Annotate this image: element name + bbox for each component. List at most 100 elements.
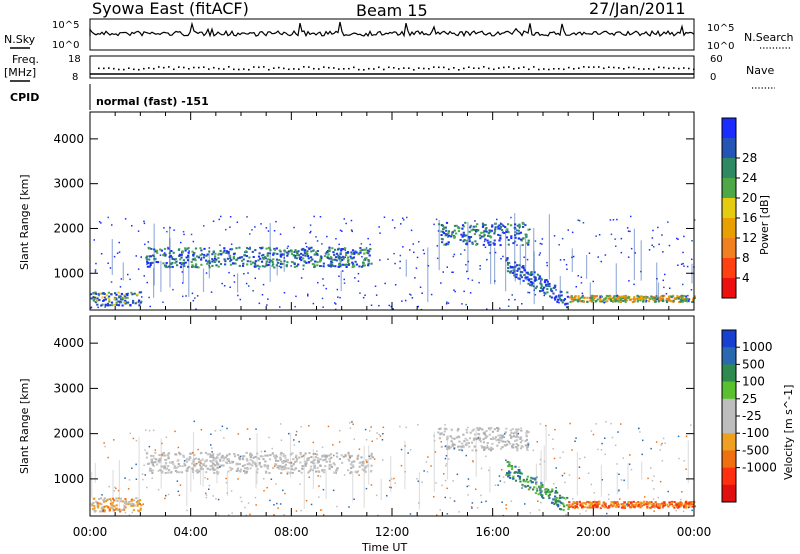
data-cell — [318, 260, 321, 263]
data-cell — [171, 256, 174, 259]
data-cell — [341, 263, 344, 266]
data-cell — [517, 268, 520, 271]
data-cell — [507, 472, 510, 475]
data-cell — [367, 264, 370, 267]
data-cell — [188, 250, 190, 252]
data-cell — [445, 229, 448, 232]
data-cell — [517, 237, 520, 240]
data-cell — [101, 506, 104, 509]
data-cell — [191, 264, 194, 267]
data-cell — [308, 452, 311, 454]
data-cell — [208, 250, 211, 253]
data-cell — [363, 252, 366, 255]
data-cell — [174, 470, 178, 472]
data-cell — [590, 483, 592, 486]
data-cell — [310, 250, 313, 253]
data-cell — [319, 458, 322, 461]
data-cell — [568, 474, 571, 476]
data-cell — [200, 257, 203, 259]
data-cell — [693, 219, 696, 221]
data-cell — [351, 230, 353, 233]
data-cell — [474, 240, 477, 243]
data-cell — [319, 257, 322, 260]
data-cell — [263, 256, 267, 259]
data-cell — [193, 257, 196, 260]
data-cell — [517, 470, 521, 473]
data-cell — [448, 234, 451, 237]
data-cell — [149, 255, 151, 258]
data-cell — [100, 253, 103, 255]
data-cell — [527, 278, 531, 281]
data-cell — [237, 433, 240, 435]
data-cell — [226, 458, 229, 461]
nave-point — [278, 66, 280, 69]
data-cell — [481, 222, 484, 225]
data-cell — [529, 512, 532, 514]
data-cell — [524, 480, 527, 483]
data-cell — [212, 459, 214, 461]
data-cell — [548, 493, 551, 496]
data-cell — [654, 507, 656, 509]
data-cell — [236, 258, 239, 261]
freq-label: Freq. — [12, 53, 39, 66]
data-cell — [473, 437, 476, 440]
data-cell — [590, 506, 593, 509]
data-cell — [527, 291, 529, 294]
data-cell — [200, 429, 203, 431]
data-cell — [358, 265, 361, 268]
data-cell — [168, 252, 171, 254]
data-cell — [313, 263, 316, 266]
data-cell — [340, 249, 343, 252]
data-cell — [307, 457, 310, 460]
nave-point — [628, 66, 630, 69]
data-cell — [130, 500, 133, 503]
data-cell — [147, 241, 149, 243]
data-cell — [521, 222, 525, 225]
data-cell — [524, 276, 527, 279]
data-cell — [164, 253, 167, 256]
data-cell — [547, 488, 550, 491]
data-cell — [571, 256, 573, 259]
data-streak — [390, 455, 392, 493]
data-cell — [265, 260, 268, 263]
data-cell — [103, 500, 106, 503]
data-cell — [664, 442, 666, 444]
data-cell — [557, 505, 560, 508]
data-cell — [606, 506, 609, 509]
nave-point — [373, 68, 375, 70]
colorbar-swatch — [722, 364, 736, 382]
data-cell — [650, 501, 653, 504]
data-cell — [229, 254, 232, 257]
data-cell — [124, 501, 127, 503]
data-cell — [507, 441, 511, 444]
data-cell — [102, 509, 104, 512]
data-cell — [344, 249, 346, 251]
colorbar-swatch — [722, 178, 736, 199]
data-cell — [219, 458, 222, 461]
colorbar-swatch — [722, 198, 736, 219]
data-cell — [162, 254, 165, 257]
data-cell — [579, 512, 581, 515]
nave-point — [218, 67, 220, 70]
data-cell — [360, 456, 363, 459]
data-cell — [353, 252, 356, 255]
data-cell — [98, 299, 101, 301]
data-cell — [516, 229, 518, 232]
data-cell — [595, 235, 597, 237]
data-cell — [344, 256, 346, 258]
data-streak — [586, 254, 588, 279]
data-cell — [624, 298, 627, 301]
data-cell — [265, 262, 268, 265]
colorbar-swatch — [722, 416, 736, 434]
data-cell — [328, 454, 331, 457]
data-cell — [535, 279, 537, 281]
data-cell — [488, 469, 490, 472]
data-cell — [486, 308, 488, 310]
data-cell — [636, 294, 639, 297]
data-cell — [342, 255, 345, 258]
data-cell — [499, 434, 502, 437]
data-cell — [270, 259, 273, 262]
data-cell — [304, 452, 307, 455]
data-cell — [475, 488, 477, 490]
data-cell — [401, 300, 403, 302]
